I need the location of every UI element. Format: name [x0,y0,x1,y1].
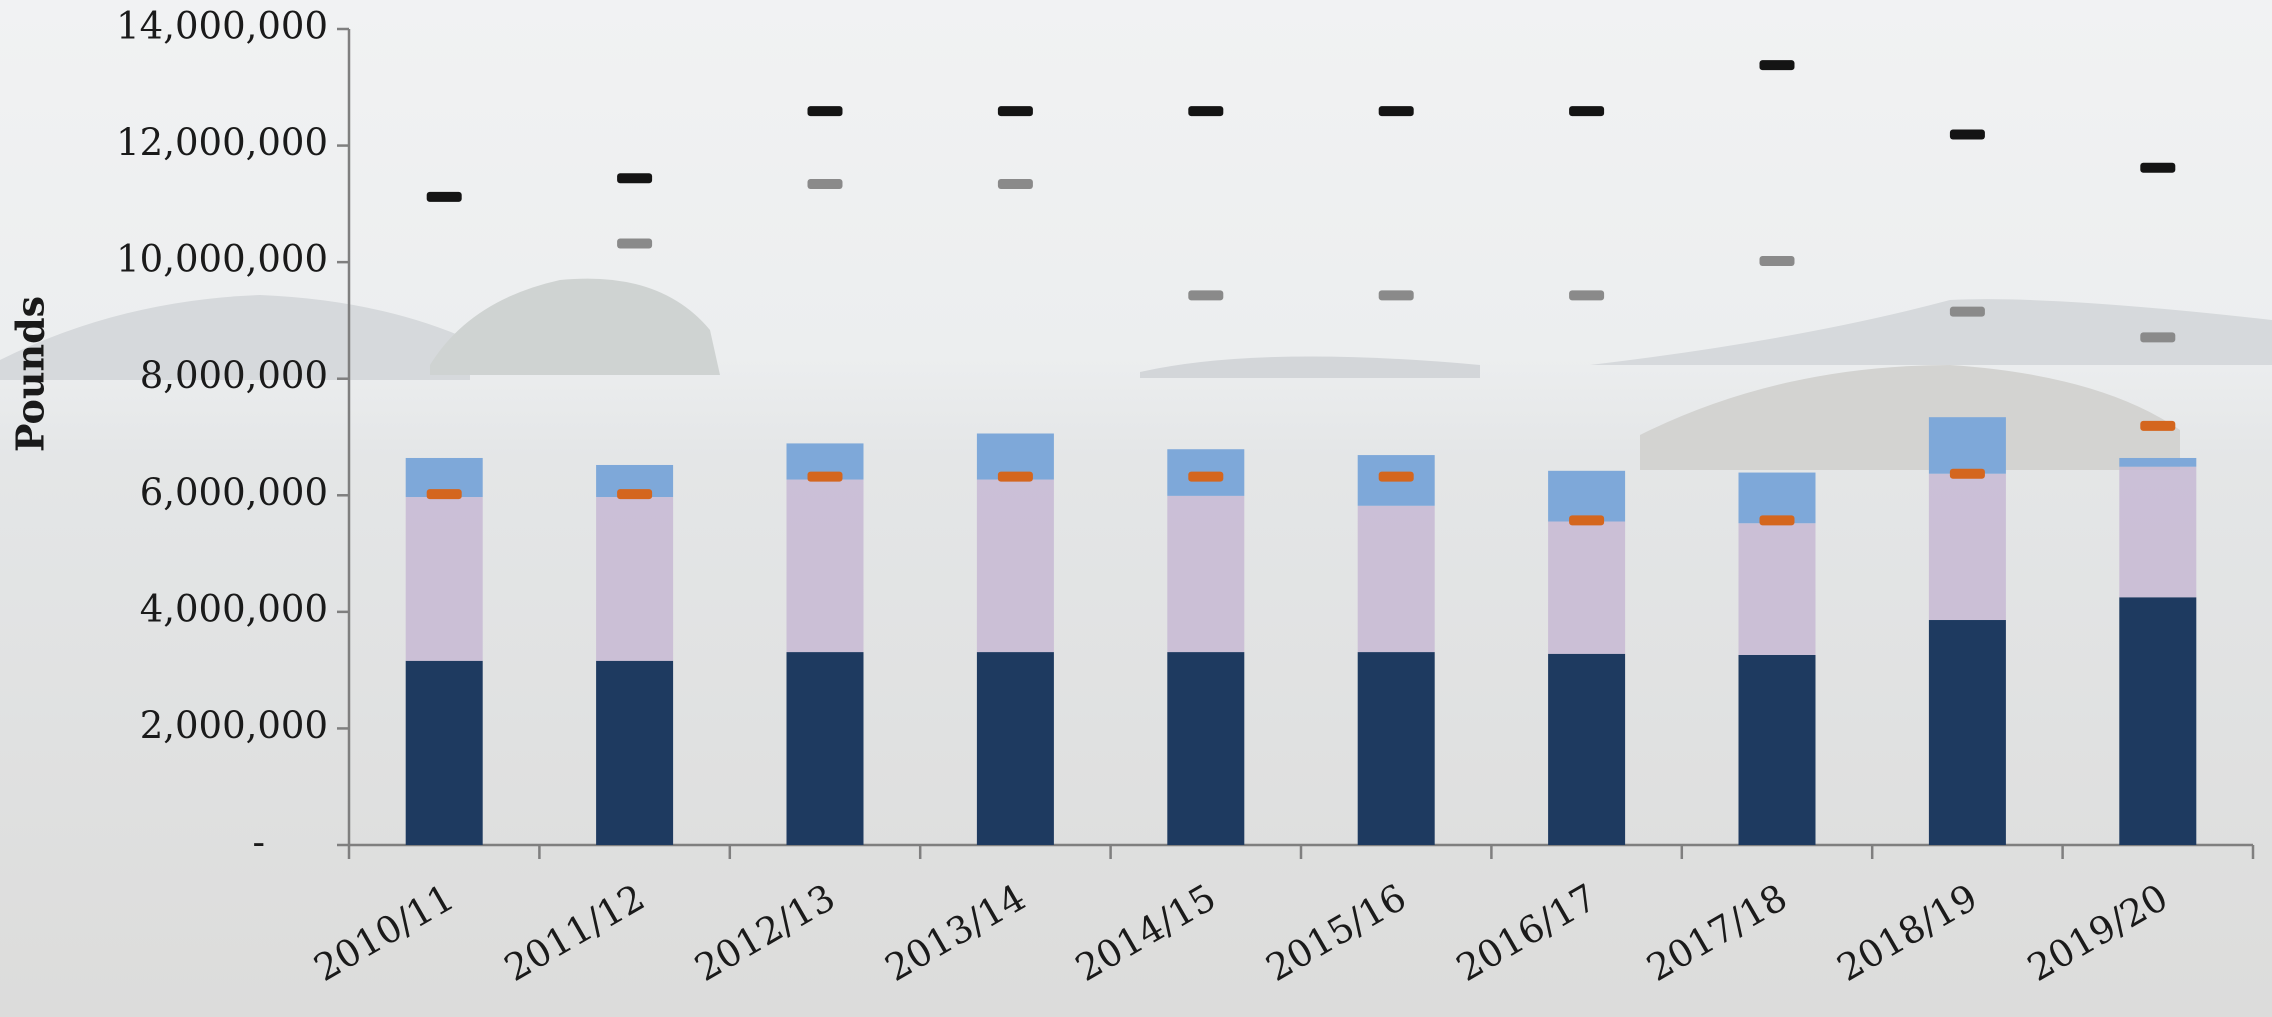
y-axis-label: Pounds [8,296,53,452]
marker [807,106,843,117]
bar-segment [1167,495,1245,653]
bar-segment [976,479,1054,653]
marker [617,238,653,249]
marker [2140,162,2176,173]
bar-segment [1548,521,1626,654]
y-tick-label: 12,000,000 [116,121,328,164]
marker [1949,306,1985,317]
y-tick-label: 4,000,000 [140,587,328,630]
bar-segment [2119,466,2197,598]
bar-segment [2119,457,2197,467]
marker [1378,290,1414,301]
bar-segment [1357,505,1435,653]
marker [1188,471,1224,482]
rocks [1640,365,2180,470]
bar-segment [976,652,1054,845]
marker [997,179,1033,190]
marker [1378,106,1414,117]
marker [426,191,462,202]
bar-segment [2119,597,2197,845]
bar-segment [1167,652,1245,845]
bar-segment [1548,470,1626,522]
marker [2140,420,2176,431]
bar-segment [1738,472,1816,524]
marker [1188,290,1224,301]
marker [1949,468,1985,479]
bar-segment [786,479,864,653]
bar-segment [786,652,864,845]
marker [1949,129,1985,140]
marker [807,471,843,482]
bar-segment [1928,620,2006,845]
bar-segment [1357,652,1435,845]
marker [997,471,1033,482]
marker [617,173,653,184]
marker [1569,106,1605,117]
y-tick-label: 2,000,000 [140,704,328,747]
y-tick-label: - [252,821,265,864]
marker [997,106,1033,117]
bar-segment [1928,417,2006,474]
island [430,278,720,375]
marker [1569,290,1605,301]
bar-segment [596,660,674,845]
y-tick-label: 8,000,000 [140,354,328,397]
y-tick-label: 6,000,000 [140,471,328,514]
marker [2140,332,2176,343]
marker [426,489,462,500]
bar-segment [596,497,674,661]
hill-right [1590,299,2272,365]
bar-segment [1548,653,1626,845]
marker [617,489,653,500]
marker [1188,106,1224,117]
bar-segment [1928,473,2006,621]
marker [1378,471,1414,482]
hill [0,295,470,380]
marker [1759,515,1795,526]
bar-segment [1738,523,1816,655]
y-tick-label: 14,000,000 [116,5,328,48]
bar-segment [405,660,483,845]
far-island [1140,356,1480,378]
marker [807,179,843,190]
marker [1759,60,1795,71]
bar-segment [1738,654,1816,845]
bar-segment [405,497,483,661]
marker [1569,515,1605,526]
y-tick-label: 10,000,000 [116,238,328,281]
marker [1759,255,1795,266]
